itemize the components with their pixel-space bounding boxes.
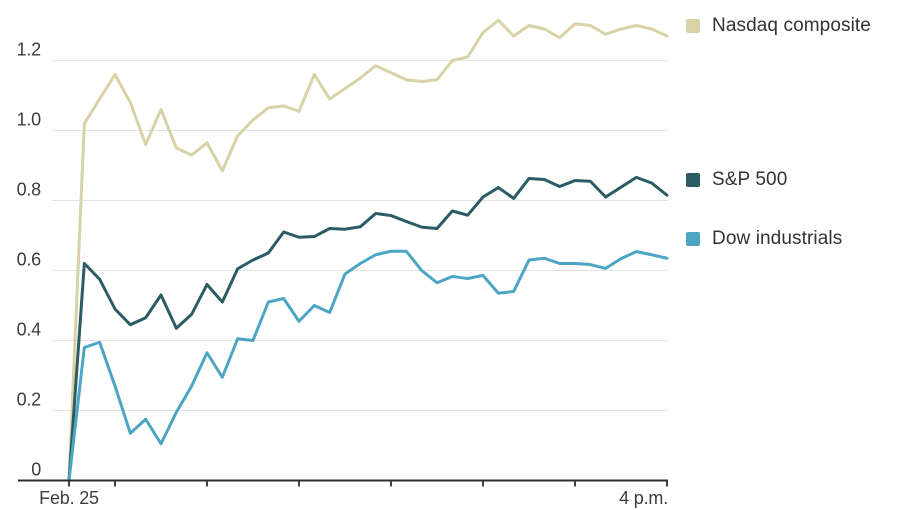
legend-item-sp-500: S&P 500 [686,169,787,191]
chart-legend: Nasdaq composite S&P 500 Dow industrials [686,0,900,510]
legend-swatch-sp500-icon [686,173,700,187]
axis-labels-layer: 0 0.2 0.4 0.6 0.8 1.0 1.2 Feb. 25 4 p.m. [17,40,669,509]
x-axis-label-end: 4 p.m. [619,488,668,508]
legend-item-dow-industrials: Dow industrials [686,228,842,250]
legend-label-dow: Dow industrials [712,228,843,249]
y-axis-label: 0.6 [17,250,42,270]
series-lines-layer [67,18,669,482]
axis-layer [18,479,668,487]
y-axis-label: 0.8 [17,180,42,200]
legend-label-sp500: S&P 500 [712,169,788,190]
legend-swatch-dow-icon [686,232,700,246]
y-axis-label: 1.0 [17,110,42,130]
series-line-nasdaq-composite [67,18,669,482]
legend-swatch-nasdaq-icon [686,19,700,33]
series-line-s-p-500 [67,175,669,482]
legend-label-nasdaq: Nasdaq composite [712,15,871,36]
series-line-dow-industrials [67,249,669,482]
y-axis-label: 0 [31,460,41,480]
x-axis-label-start: Feb. 25 [39,488,99,508]
y-axis-label: 0.2 [17,390,42,410]
legend-item-nasdaq-composite: Nasdaq composite [686,15,871,37]
y-axis-label: 0.4 [17,320,42,340]
y-axis-label: 1.2 [17,40,42,60]
gridlines-layer [52,60,668,411]
